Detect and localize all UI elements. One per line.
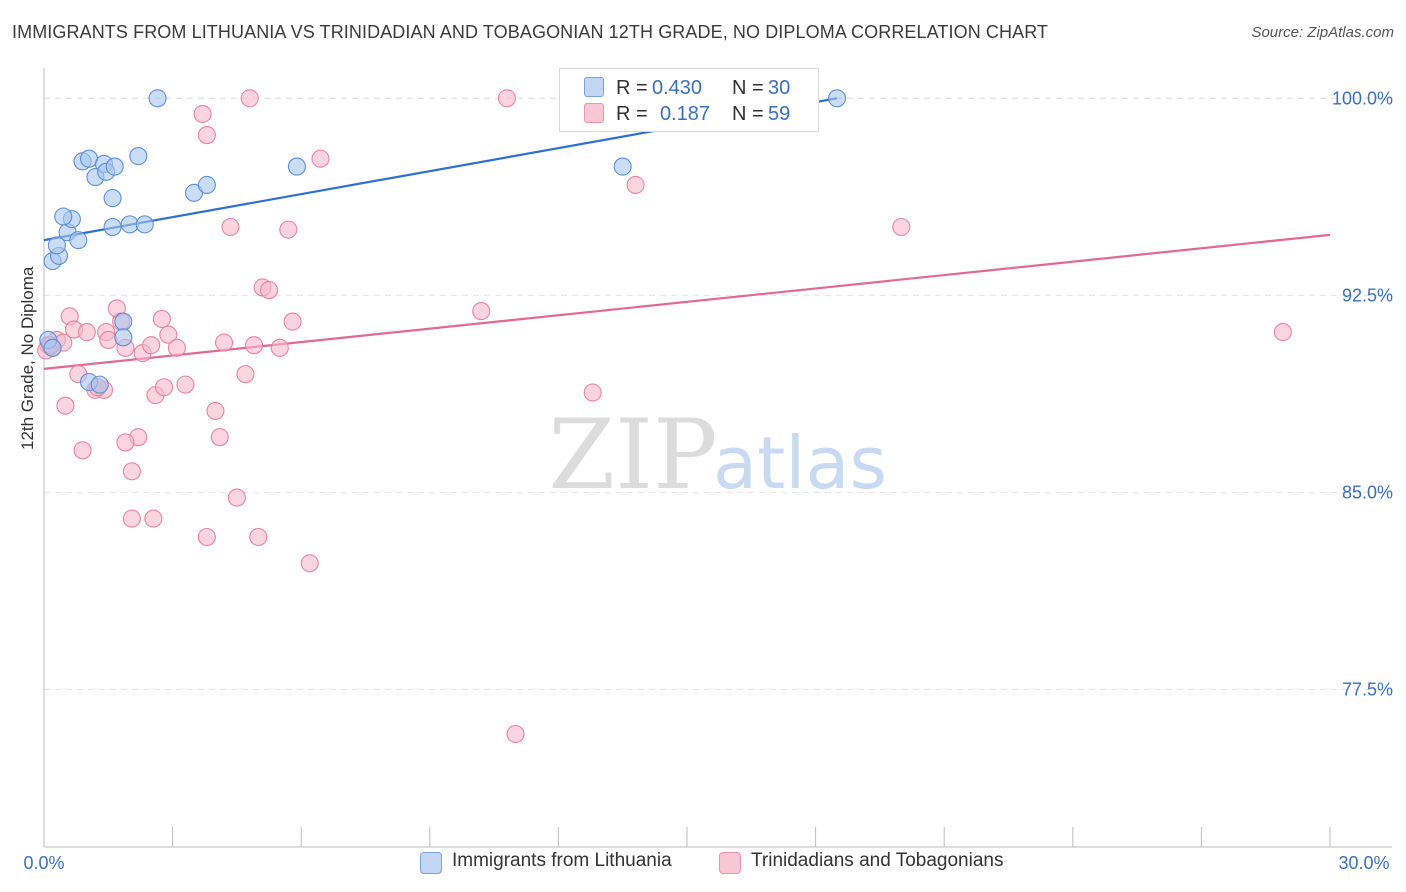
legend-n-value: 30 bbox=[768, 77, 791, 99]
point-lithuania bbox=[105, 157, 124, 176]
point-trinidad bbox=[236, 365, 255, 384]
point-trinidad bbox=[142, 336, 161, 355]
point-lithuania bbox=[613, 157, 632, 176]
point-trinidad bbox=[197, 126, 216, 145]
point-trinidad bbox=[122, 462, 141, 481]
point-trinidad bbox=[497, 89, 517, 108]
tick-labels: 77.5% 85.0% 92.5% 100.0% 0.0% 30.0% bbox=[23, 88, 1393, 873]
y-tick-label: 100.0% bbox=[1332, 88, 1393, 108]
point-trinidad bbox=[1273, 323, 1292, 342]
axes bbox=[43, 68, 1392, 848]
point-lithuania bbox=[197, 175, 216, 195]
point-lithuania bbox=[103, 217, 122, 237]
point-trinidad bbox=[472, 302, 491, 321]
legend-r-value: 0.430 bbox=[652, 77, 703, 99]
point-lithuania bbox=[90, 375, 109, 394]
point-trinidad bbox=[56, 396, 75, 415]
point-trinidad bbox=[144, 509, 163, 528]
point-lithuania bbox=[135, 215, 154, 234]
point-trinidad bbox=[227, 488, 246, 507]
point-trinidad bbox=[193, 104, 212, 124]
point-trinidad bbox=[259, 281, 279, 300]
point-trinidad bbox=[176, 375, 195, 394]
bottom-legend-label: Trinidadians and Tobagonians bbox=[751, 850, 1004, 871]
x-tick-label: 30.0% bbox=[1338, 853, 1389, 873]
point-lithuania bbox=[114, 328, 133, 347]
watermark-zip: ZIP bbox=[548, 399, 717, 511]
bottom-legend-swatch-pink bbox=[719, 852, 741, 874]
y-tick-label: 85.0% bbox=[1342, 482, 1393, 502]
point-trinidad bbox=[506, 724, 525, 744]
legend-n-label: N = bbox=[732, 103, 764, 125]
point-lithuania bbox=[129, 147, 148, 166]
chart-title: IMMIGRANTS FROM LITHUANIA VS TRINIDADIAN… bbox=[12, 22, 1049, 42]
point-trinidad bbox=[626, 175, 645, 195]
source-label: Source: ZipAtlas.com bbox=[1251, 24, 1394, 41]
point-trinidad bbox=[152, 309, 171, 328]
watermark-atlas: atlas bbox=[713, 421, 887, 505]
y-tick-label: 92.5% bbox=[1342, 285, 1393, 305]
bottom-legend-label: Immigrants from Lithuania bbox=[452, 850, 672, 871]
legend-r-value: 0.187 bbox=[660, 103, 711, 125]
point-trinidad bbox=[122, 509, 141, 528]
y-tick-label: 77.5% bbox=[1342, 679, 1393, 699]
point-trinidad bbox=[159, 325, 178, 344]
y-axis-title: 12th Grade, No Diploma bbox=[18, 266, 37, 450]
point-trinidad bbox=[244, 336, 264, 355]
point-lithuania bbox=[103, 189, 122, 208]
point-trinidad bbox=[249, 527, 268, 547]
legend-n-label: N = bbox=[732, 77, 764, 99]
legend-r-label: R = bbox=[616, 77, 648, 99]
legend-swatch-blue bbox=[584, 77, 604, 97]
point-trinidad bbox=[154, 378, 174, 397]
point-trinidad bbox=[214, 333, 234, 352]
point-trinidad bbox=[311, 149, 330, 168]
point-lithuania bbox=[43, 338, 62, 357]
point-trinidad bbox=[583, 383, 602, 402]
point-lithuania bbox=[47, 236, 66, 255]
point-trinidad bbox=[116, 433, 135, 452]
watermark: ZIP atlas bbox=[548, 399, 887, 511]
point-lithuania bbox=[287, 157, 306, 176]
point-lithuania bbox=[54, 207, 73, 226]
point-trinidad bbox=[197, 527, 216, 547]
point-trinidad bbox=[283, 312, 302, 331]
point-trinidad bbox=[77, 323, 96, 342]
legend-r-label: R = bbox=[616, 103, 648, 125]
trend-line-trinidad bbox=[43, 233, 1331, 370]
point-trinidad bbox=[210, 428, 229, 447]
point-lithuania bbox=[79, 149, 99, 168]
bottom-legend-swatch-blue bbox=[420, 852, 442, 874]
point-trinidad bbox=[240, 89, 259, 108]
x-tick-label: 0.0% bbox=[23, 853, 64, 873]
data-points bbox=[37, 89, 1292, 744]
legend-swatch-pink bbox=[584, 103, 604, 123]
point-lithuania bbox=[114, 312, 133, 331]
point-trinidad bbox=[206, 401, 225, 420]
point-lithuania bbox=[148, 89, 167, 108]
point-trinidad bbox=[99, 330, 118, 350]
point-trinidad bbox=[270, 338, 289, 357]
point-lithuania bbox=[827, 89, 847, 108]
gridlines bbox=[44, 97, 1392, 690]
point-trinidad bbox=[167, 338, 186, 357]
point-trinidad bbox=[73, 441, 92, 460]
legend-n-value: 59 bbox=[768, 103, 791, 125]
point-trinidad bbox=[279, 220, 298, 239]
point-trinidad bbox=[221, 217, 240, 237]
trend-lines bbox=[43, 97, 1331, 370]
correlation-legend: R = 0.430 N = 30 R = 0.187 N = 59 bbox=[559, 68, 819, 132]
point-trinidad bbox=[300, 554, 319, 573]
point-lithuania bbox=[120, 215, 139, 234]
point-lithuania bbox=[69, 231, 88, 250]
point-trinidad bbox=[892, 217, 911, 237]
